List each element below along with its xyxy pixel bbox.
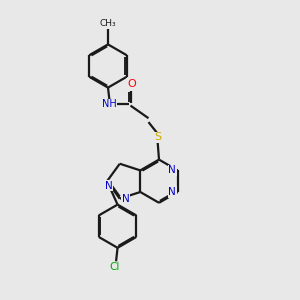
Text: S: S: [154, 132, 161, 142]
Text: CH₃: CH₃: [100, 20, 116, 28]
Text: N: N: [122, 194, 130, 204]
Text: O: O: [127, 79, 136, 89]
Text: N: N: [105, 181, 112, 191]
Text: N: N: [168, 165, 176, 176]
Text: N: N: [168, 187, 176, 197]
Text: NH: NH: [102, 99, 117, 109]
Text: Cl: Cl: [110, 262, 120, 272]
